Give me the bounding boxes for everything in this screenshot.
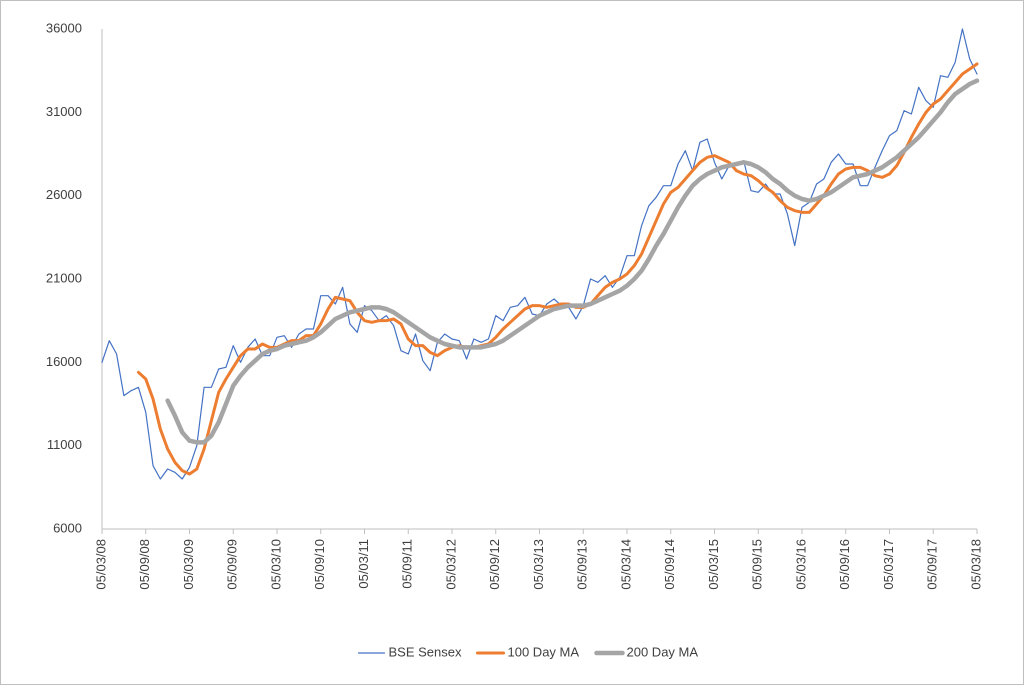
x-tick-label: 05/09/13: [575, 539, 590, 590]
x-tick-label: 05/03/18: [968, 539, 983, 590]
y-tick-label: 31000: [46, 104, 82, 119]
legend-label: BSE Sensex: [389, 644, 462, 659]
y-tick-label: 26000: [46, 187, 82, 202]
y-tick-label: 6000: [53, 520, 82, 535]
x-tick-label: 05/03/09: [181, 539, 196, 590]
y-tick-label: 21000: [46, 270, 82, 285]
x-tick-label: 05/09/08: [137, 539, 152, 590]
legend: BSE Sensex 100 Day MA 200 Day MA: [357, 644, 699, 659]
x-tick-label: 05/03/13: [531, 539, 546, 590]
x-tick-label: 05/03/15: [706, 539, 721, 590]
x-tick-label: 05/09/14: [662, 539, 677, 590]
x-tick-label: 05/09/17: [925, 539, 940, 590]
y-tick-label: 16000: [46, 354, 82, 369]
x-tick-label: 05/09/16: [837, 539, 852, 590]
series-line: [165, 78, 980, 445]
legend-label: 100 Day MA: [508, 644, 580, 659]
x-tick-label: 05/03/12: [443, 539, 458, 590]
x-tick-label: 05/03/17: [881, 539, 896, 590]
x-tick-label: 05/03/14: [618, 539, 633, 590]
x-tick-label: 05/09/11: [400, 539, 415, 589]
x-tick-label: 05/03/08: [93, 539, 108, 590]
y-tick-label: 11000: [47, 437, 82, 452]
x-tick-label: 05/09/09: [225, 539, 240, 590]
x-tick-label: 05/09/12: [487, 539, 502, 590]
x-tick-label: 05/03/11: [356, 539, 371, 589]
x-tick-label: 05/03/10: [268, 539, 283, 590]
legend-label: 200 Day MA: [627, 644, 699, 659]
y-tick-label: 36000: [46, 20, 82, 35]
x-tick-label: 05/09/10: [312, 539, 327, 590]
x-tick-label: 05/03/16: [793, 539, 808, 590]
x-tick-label: 05/09/15: [750, 539, 765, 590]
